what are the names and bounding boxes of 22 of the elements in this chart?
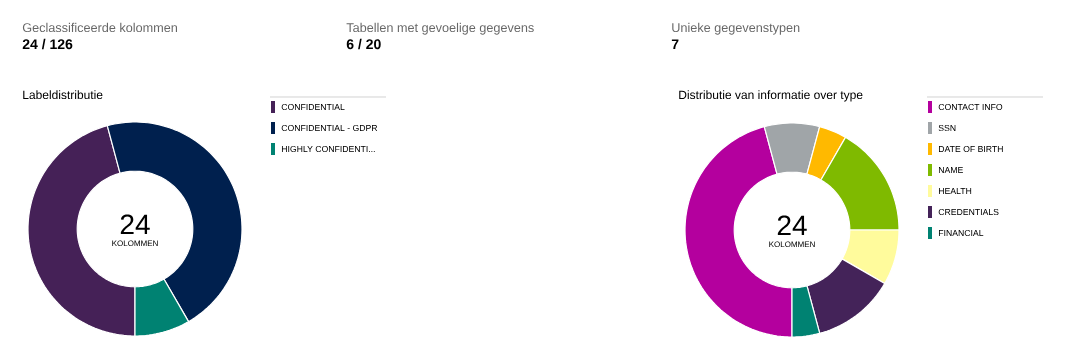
legend-label: DATE OF BIRTH — [938, 145, 1003, 153]
text: Geclassificeerde kolommen — [22, 22, 177, 33]
legend-label: CONTACT INFO — [938, 103, 1003, 111]
legend-label: NAME — [938, 167, 963, 173]
text: 6 / 20 — [346, 38, 381, 50]
text: KOLOMMEN — [112, 240, 158, 247]
text: 7 — [671, 39, 679, 49]
text: 24 — [777, 215, 807, 235]
text: 24 / 126 — [22, 38, 73, 50]
text: 24 — [120, 214, 150, 234]
text: KOLOMMEN — [769, 241, 815, 248]
legend-label: CONFIDENTIAL — [281, 103, 345, 111]
chart-title: Distributie van informatie over type — [679, 90, 863, 102]
legend-label: CONFIDENTIAL - GDPR — [281, 124, 378, 132]
text: Unieke gegevenstypen — [672, 22, 800, 35]
legend-label: FINANCIAL — [938, 229, 984, 237]
legend-label: HIGHLY CONFIDENTI... — [281, 145, 375, 153]
text: Tabellen met gevoelige gegevens — [346, 22, 534, 35]
legend-label: SSN — [938, 124, 956, 132]
chart-title: Labeldistributie — [23, 90, 103, 100]
legend-label: HEALTH — [938, 188, 972, 194]
legend-label: CREDENTIALS — [938, 208, 999, 216]
